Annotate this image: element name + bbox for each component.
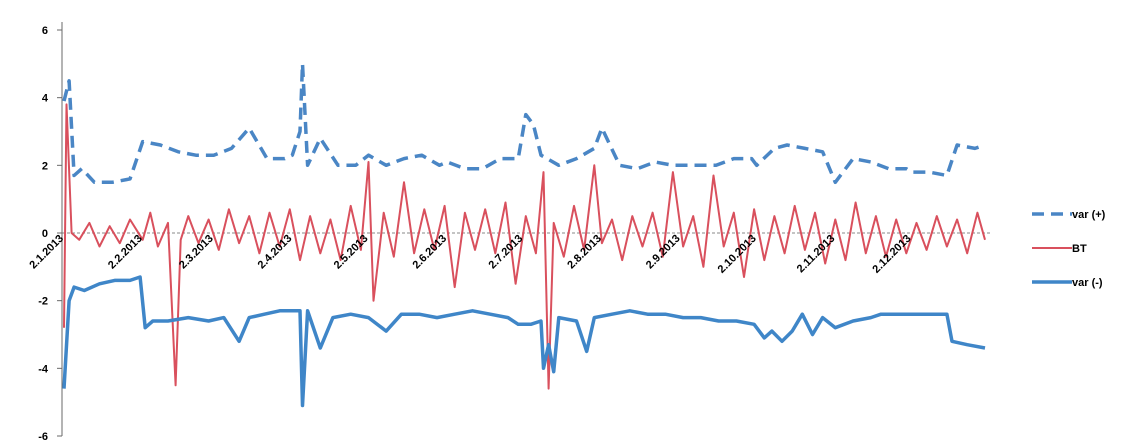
series-layer — [62, 62, 986, 408]
series-line-2 — [62, 275, 986, 408]
series-line-1 — [63, 103, 986, 390]
x-tick-label: 2.2.2013 — [106, 233, 145, 272]
legend-label: BT — [1072, 243, 1087, 255]
y-tick-label: 6 — [42, 25, 48, 37]
y-tick-label: -6 — [38, 431, 48, 443]
legend-label: var (-) — [1072, 277, 1103, 289]
x-tick-label: 2.4.2013 — [256, 233, 295, 272]
x-tick-label: 2.9.2013 — [644, 233, 683, 272]
y-tick-label: -2 — [38, 296, 48, 308]
series-line-0 — [62, 62, 986, 185]
x-tick-label: 2.6.2013 — [410, 233, 449, 272]
axis-layer: 6 4 2 0 -2 -4 -6 — [38, 22, 63, 443]
legend: var (+) BT var (-) — [1032, 209, 1106, 289]
legend-label: var (+) — [1072, 209, 1106, 221]
x-tick-label: 2.11.2013 — [795, 233, 838, 276]
y-tick-label: 4 — [42, 93, 49, 105]
y-tick-label: 0 — [42, 228, 48, 240]
y-tick-label: -4 — [38, 363, 49, 375]
y-tick-label: 2 — [42, 160, 48, 172]
x-tick-label: 2.12.2013 — [870, 233, 913, 276]
